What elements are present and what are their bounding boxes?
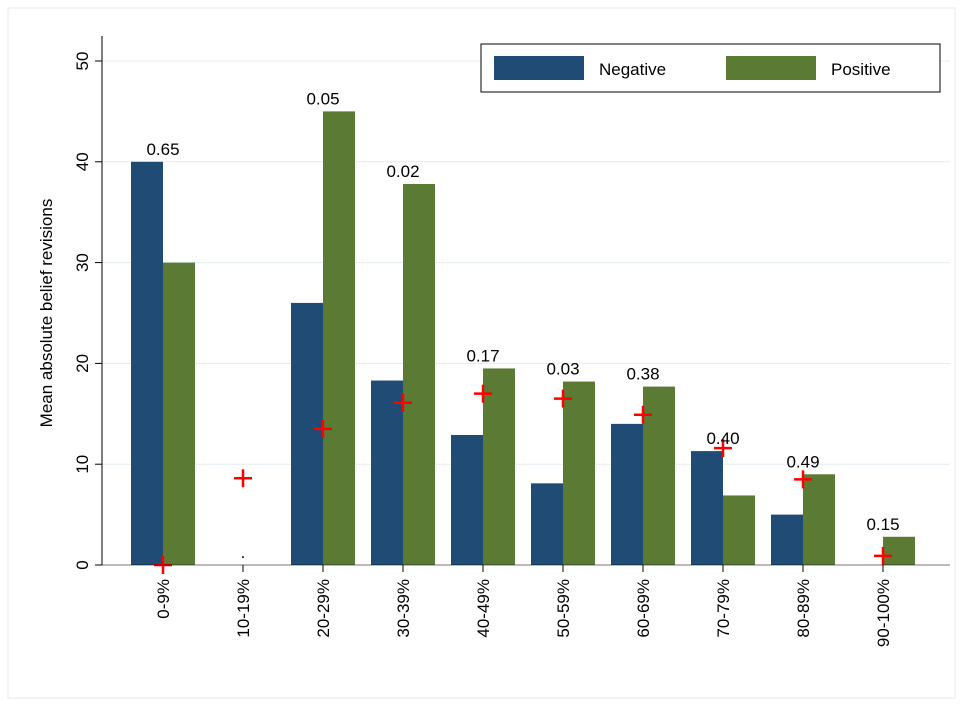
bar [371, 380, 403, 565]
y-tick-label: 50 [73, 52, 92, 71]
annotation: 0.38 [626, 365, 659, 384]
x-tick-label: 50-59% [554, 579, 573, 638]
legend-label: Negative [599, 60, 666, 79]
annotation: 0.65 [146, 140, 179, 159]
marker [394, 393, 412, 412]
annotation: 0.15 [866, 515, 899, 534]
x-tick-label: 40-49% [474, 579, 493, 638]
marker [234, 469, 252, 488]
y-tick-label: 10 [73, 455, 92, 474]
x-tick-label: 10-19% [234, 579, 253, 638]
annotation: 0.02 [386, 162, 419, 181]
x-tick-label: 90-100% [874, 579, 893, 647]
y-tick-label: 40 [73, 152, 92, 171]
annotation: 0.17 [466, 346, 499, 365]
legend-swatch [494, 56, 584, 80]
y-tick-label: 20 [73, 354, 92, 373]
marker [874, 546, 892, 565]
legend-label: Positive [831, 60, 891, 79]
bar [723, 495, 755, 565]
x-tick-label: 20-29% [314, 579, 333, 638]
legend-swatch [726, 56, 816, 80]
marker [474, 384, 492, 403]
bar [163, 262, 195, 565]
y-axis-title: Mean absolute belief revisions [37, 199, 56, 428]
marker [554, 389, 572, 408]
y-tick-label: 30 [73, 253, 92, 272]
x-tick-label: 70-79% [714, 579, 733, 638]
bar [323, 111, 355, 566]
bar [403, 183, 435, 565]
y-tick-label: 0 [73, 560, 92, 569]
bar [291, 302, 323, 565]
bar [483, 368, 515, 565]
x-tick-label: 80-89% [794, 579, 813, 638]
annotation: 0.05 [306, 89, 339, 108]
marker [794, 470, 812, 489]
x-tick-label: 30-39% [394, 579, 413, 638]
annotation: 0.49 [786, 452, 819, 471]
marker [634, 405, 652, 424]
bar [883, 536, 915, 565]
annotation: 0.40 [706, 429, 739, 448]
annotation: . [241, 543, 246, 562]
marker [714, 439, 732, 458]
bar [131, 161, 163, 566]
bar [563, 381, 595, 565]
marker [314, 419, 332, 438]
bar [611, 423, 643, 565]
bar [531, 483, 563, 565]
x-tick-label: 0-9% [154, 579, 173, 619]
bar [803, 474, 835, 565]
x-tick-label: 60-69% [634, 579, 653, 638]
bar [451, 434, 483, 565]
annotation: 0.03 [546, 360, 579, 379]
bar [643, 386, 675, 565]
bar [691, 451, 723, 565]
bar [771, 514, 803, 565]
